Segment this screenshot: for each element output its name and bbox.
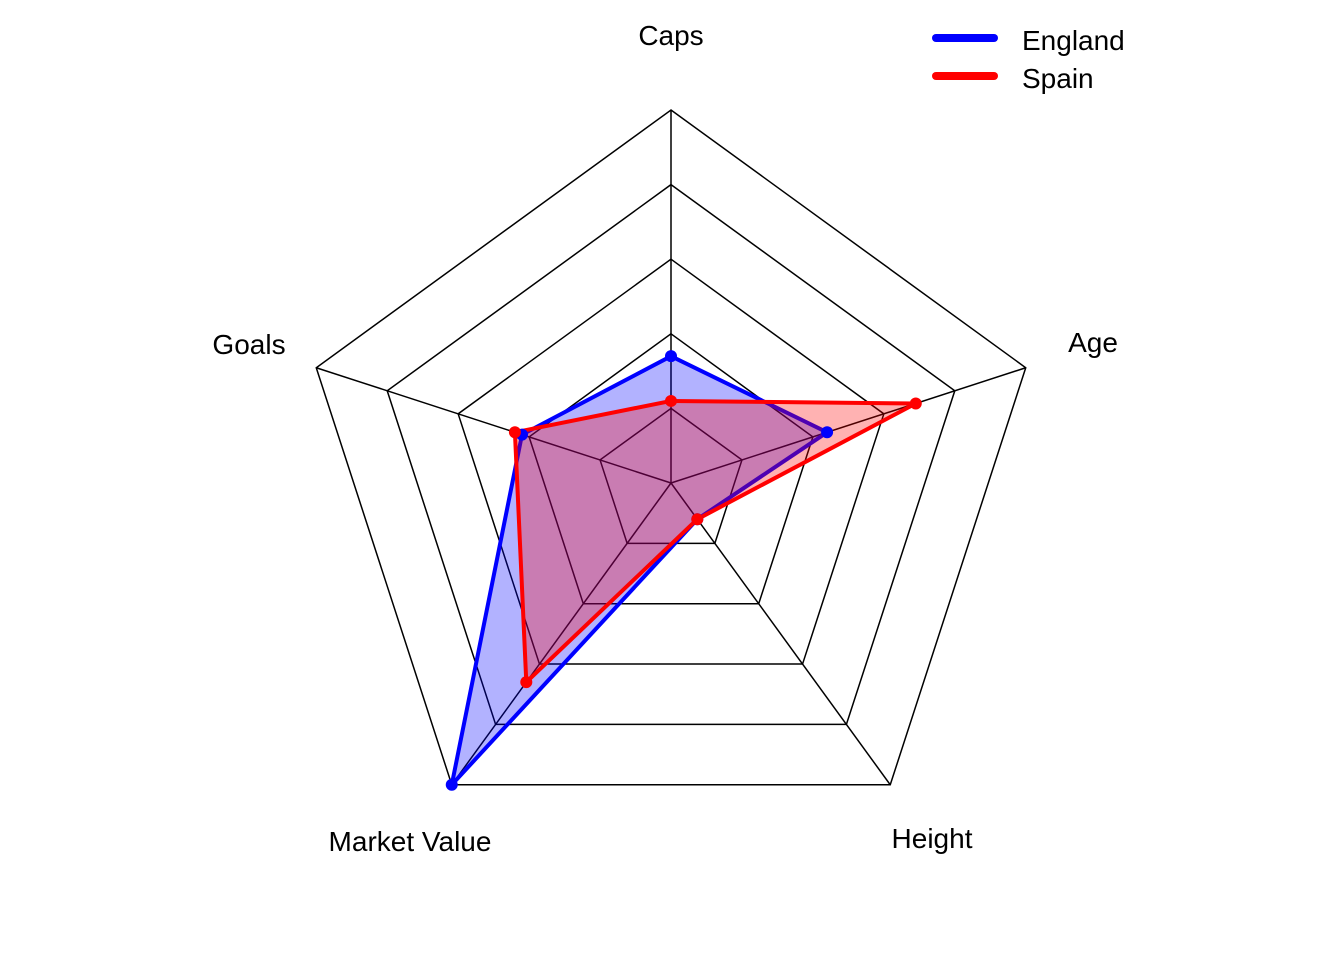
legend-label-england: England bbox=[1022, 25, 1125, 56]
legend: England Spain bbox=[932, 25, 1125, 94]
data-point-england-market-value bbox=[445, 778, 458, 791]
radar-series bbox=[445, 350, 922, 791]
axis-label-caps: Caps bbox=[638, 20, 703, 51]
data-point-spain-age bbox=[909, 397, 922, 410]
data-point-england-age bbox=[821, 426, 834, 439]
axis-label-height: Height bbox=[892, 823, 973, 854]
series-area-england bbox=[449, 354, 830, 787]
grid-ring-5 bbox=[315, 109, 1027, 786]
axis-label-market-value: Market Value bbox=[329, 826, 492, 857]
series-area-spain bbox=[512, 398, 918, 685]
axis-label-age: Age bbox=[1068, 327, 1118, 358]
data-point-spain-market-value bbox=[520, 676, 533, 689]
grid-ring-3 bbox=[457, 258, 885, 665]
legend-label-spain: Spain bbox=[1022, 63, 1094, 94]
data-point-spain-caps bbox=[665, 394, 677, 407]
grid-spoke-4 bbox=[316, 367, 672, 484]
grid-ring-4 bbox=[386, 183, 956, 726]
data-point-spain-goals bbox=[508, 426, 521, 439]
data-point-spain-height bbox=[691, 513, 704, 526]
radar-grid bbox=[315, 109, 1027, 786]
grid-spoke-1 bbox=[670, 367, 1026, 484]
grid-spoke-2 bbox=[670, 482, 891, 786]
axis-label-goals: Goals bbox=[212, 329, 285, 360]
data-point-england-caps bbox=[665, 350, 677, 363]
grid-spoke-3 bbox=[451, 482, 672, 786]
